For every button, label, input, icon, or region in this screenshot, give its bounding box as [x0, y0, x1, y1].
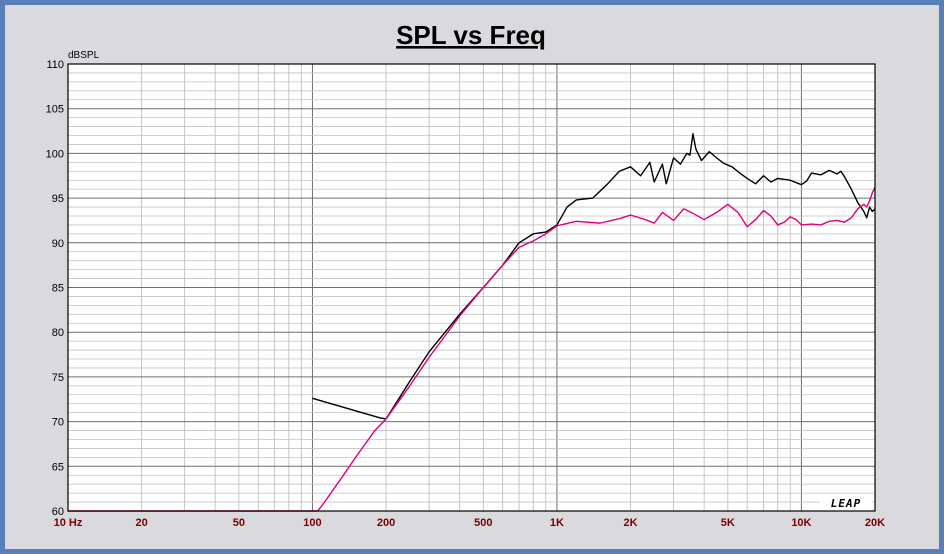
leap-watermark: LEAP	[831, 497, 862, 510]
y-tick-label: 110	[46, 59, 64, 71]
y-tick-labels: 60 65 70 75 80 85 90 95 100 105 110	[46, 59, 64, 518]
x-tick-label: 200	[377, 517, 395, 529]
x-tick-label: 500	[474, 517, 492, 529]
x-tick-label: 5K	[721, 517, 735, 529]
y-tick-label: 70	[52, 417, 64, 429]
x-tick-label: 100	[303, 517, 321, 529]
y-tick-label: 85	[52, 283, 64, 295]
x-tick-label: 1K	[550, 517, 564, 529]
x-tick-labels: 10 Hz 20 50 100 200 500 1K 2K 5K 10K 20K	[54, 517, 886, 529]
plot-border	[67, 63, 876, 512]
y-tick-label: 65	[52, 461, 64, 473]
y-tick-label: 100	[46, 148, 64, 160]
chart-title: SPL vs Freq	[396, 20, 546, 50]
x-tick-label: 2K	[623, 517, 637, 529]
spl-chart: SPL vs Freq dBSPL 60 65 70 75 80 85 90 95 100 105…	[46, 20, 886, 529]
x-tick-label: 20K	[865, 517, 885, 529]
series-line-1	[312, 133, 876, 420]
y-tick-label: 105	[46, 104, 64, 116]
y-tick-label: 80	[52, 327, 64, 339]
x-tick-label: 20	[135, 517, 147, 529]
y-axis-label: dBSPL	[68, 50, 100, 61]
series-group	[68, 133, 876, 512]
x-tick-label: 10K	[791, 517, 811, 529]
x-tick-label: 50	[233, 517, 245, 529]
y-tick-label: 60	[52, 506, 64, 518]
y-tick-label: 90	[52, 238, 64, 250]
series-line-2	[68, 187, 876, 512]
y-tick-label: 75	[52, 372, 64, 384]
x-tick-label: 10 Hz	[54, 517, 83, 529]
grid	[68, 64, 875, 511]
leap-logo: LEAP	[820, 495, 872, 510]
y-tick-label: 95	[52, 193, 64, 205]
